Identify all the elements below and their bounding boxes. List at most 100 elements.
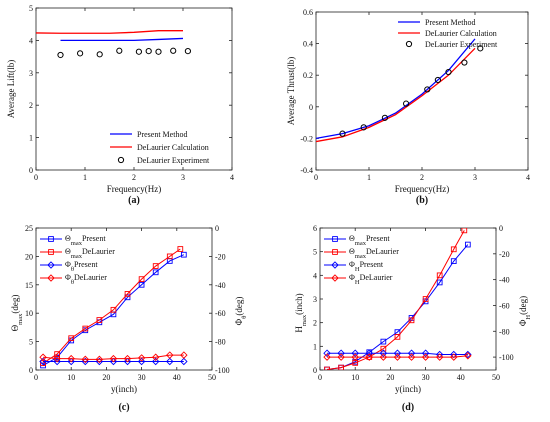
series-group-b [316, 38, 484, 143]
point-c-1-5 [110, 306, 117, 313]
point-c-2-10 [180, 357, 188, 366]
point-d-1-6 [408, 317, 415, 324]
point-c-3-1 [53, 354, 61, 363]
legend-label-d-2-main: Φ [349, 260, 355, 269]
point-c-1-9 [166, 253, 173, 260]
legend-label-d-3-sub: H [355, 279, 360, 286]
y2-tick-label-d-1: -80 [499, 327, 510, 336]
point-a-2-0 [57, 51, 64, 59]
legend-label-c-1: ΘmaxDeLaurier [65, 247, 115, 260]
legend-marker-d-0 [332, 236, 338, 242]
y2-tick-label-d-0: -100 [499, 353, 514, 362]
y2-tick-label-c-5: 0 [215, 224, 219, 233]
point-d-2-0 [323, 349, 331, 357]
point-d-1-8 [436, 272, 443, 279]
y-tick-label-b-5: 0.6 [303, 8, 313, 17]
legend-marker-c-3 [47, 274, 55, 282]
point-b-2-0 [339, 130, 346, 137]
legend-label-c-2: ΦθPresent [65, 260, 98, 273]
legend-label-d-0-main: Θ [349, 234, 355, 243]
y-tick-label-d-3: 3 [313, 295, 317, 304]
y-tick-label-d-4: 4 [313, 271, 317, 280]
series-group-a [36, 30, 191, 59]
y-tick-label-a-2: 2 [29, 101, 33, 110]
x-tick-label-c-4: 40 [173, 373, 181, 382]
point-d-2-4 [379, 349, 388, 357]
y2-axis-label-d-rest: (deg) [518, 296, 528, 315]
y-tick-label-b-4: 0.4 [303, 40, 313, 49]
legend-label-d-0: ΘmaxPresent [349, 234, 390, 247]
x-axis-label-a: Frequency(Hz) [107, 184, 161, 194]
series-line-a-1 [36, 30, 183, 34]
x-tick-label-d-1: 10 [351, 373, 359, 382]
point-c-1-10 [177, 246, 184, 252]
point-d-3-5 [393, 353, 402, 361]
x-tick-label-a-3: 3 [181, 173, 185, 182]
point-a-2-5 [145, 47, 152, 55]
y2-axis-label-d: ΦH(deg) [518, 296, 532, 326]
y2-tick-label-d-3: -40 [499, 276, 510, 285]
panel-c: 0 10 20 30 40 50 0 5 10 15 20 25 -100 -80 -60 -40 -20 0 y(… [10, 224, 248, 413]
point-b-2-7 [461, 59, 468, 66]
legend-label-c-3-sub: θ [71, 279, 74, 286]
point-c-2-9 [166, 357, 174, 366]
point-a-2-3 [116, 47, 123, 54]
point-c-0-7 [138, 281, 145, 288]
point-d-1-4 [380, 345, 387, 352]
legend-label-d-2-rest: Present [360, 260, 384, 269]
point-d-3-0 [323, 353, 331, 361]
legend-marker-c-0 [48, 236, 54, 242]
y2-axis-label-d-sub: H [525, 315, 532, 320]
legend-c: ΘmaxPresentΘmaxDeLaurierΦθPresentΦθDeLau… [40, 234, 115, 286]
x-tick-label-d-4: 40 [457, 373, 465, 382]
legend-marker-d-2 [331, 261, 339, 269]
y-tick-label-d-5: 5 [313, 248, 317, 257]
point-c-3-7 [137, 354, 146, 362]
y2-tick-label-d-5: 0 [499, 224, 503, 233]
point-c-2-2 [67, 357, 75, 366]
x-tick-label-c-0: 0 [34, 373, 38, 382]
point-b-2-2 [381, 114, 388, 121]
point-d-1-10 [461, 228, 468, 234]
point-d-3-9 [450, 353, 458, 361]
x-tick-label-b-1: 1 [367, 173, 371, 182]
y-tick-label-c-2: 10 [25, 309, 33, 318]
legend-label-c-3: ΦθDeLaurier [65, 273, 107, 286]
legend-label-c-1-main: Θ [65, 247, 71, 256]
legend-label-c-2-main: Φ [65, 260, 71, 269]
legend-a: Present Method DeLaurier Calculation DeLau… [110, 130, 210, 165]
series-line-b-1 [316, 47, 476, 143]
legend-label-d-3-rest: DeLaurier [360, 273, 393, 282]
legend-label-c-1-rest: DeLaurier [82, 247, 115, 256]
legend-b: Present Method DeLaurier Calculation DeLau… [398, 18, 498, 49]
y-axis-label-a: Average Lift(lb) [6, 60, 16, 119]
legend-marker-d-3 [331, 274, 339, 282]
caption-d: (d) [402, 402, 414, 413]
legend-label-c-0-rest: Present [82, 234, 106, 243]
point-a-2-2 [96, 51, 103, 58]
point-d-3-2 [351, 353, 359, 361]
y-tick-label-d-6: 6 [313, 224, 317, 233]
series-line-d-1 [326, 230, 465, 370]
y2-tick-label-c-1: -80 [215, 338, 226, 347]
legend-marker-c-1 [48, 249, 54, 255]
point-c-3-10 [180, 351, 188, 359]
y2-axis-label-d-main: Φ [518, 319, 528, 326]
legend-label-c-2-rest: Present [74, 260, 98, 269]
series-line-c-0 [42, 254, 185, 366]
point-d-2-1 [337, 349, 345, 357]
point-c-2-7 [137, 357, 146, 366]
y-axis-label-d-rest: (inch) [294, 293, 304, 315]
point-c-3-9 [166, 351, 174, 359]
x-axis-label-b: Frequency(Hz) [395, 184, 449, 194]
point-c-3-2 [67, 354, 75, 363]
x-tick-label-d-3: 30 [422, 373, 430, 382]
y-axis-label-b: Average Thrust(lb) [286, 57, 296, 125]
y2-axis-label-c-rest: (deg) [234, 297, 244, 316]
point-d-1-5 [394, 334, 401, 340]
panel-d: 0 10 20 30 40 50 0 1 2 3 4 5 6 -100 -80 -60 -40 -20 0 y(inc… [294, 224, 532, 413]
point-c-1-6 [124, 291, 131, 297]
legend-label-d-0-sub: max [355, 240, 367, 247]
y-tick-label-c-4: 20 [25, 252, 33, 261]
